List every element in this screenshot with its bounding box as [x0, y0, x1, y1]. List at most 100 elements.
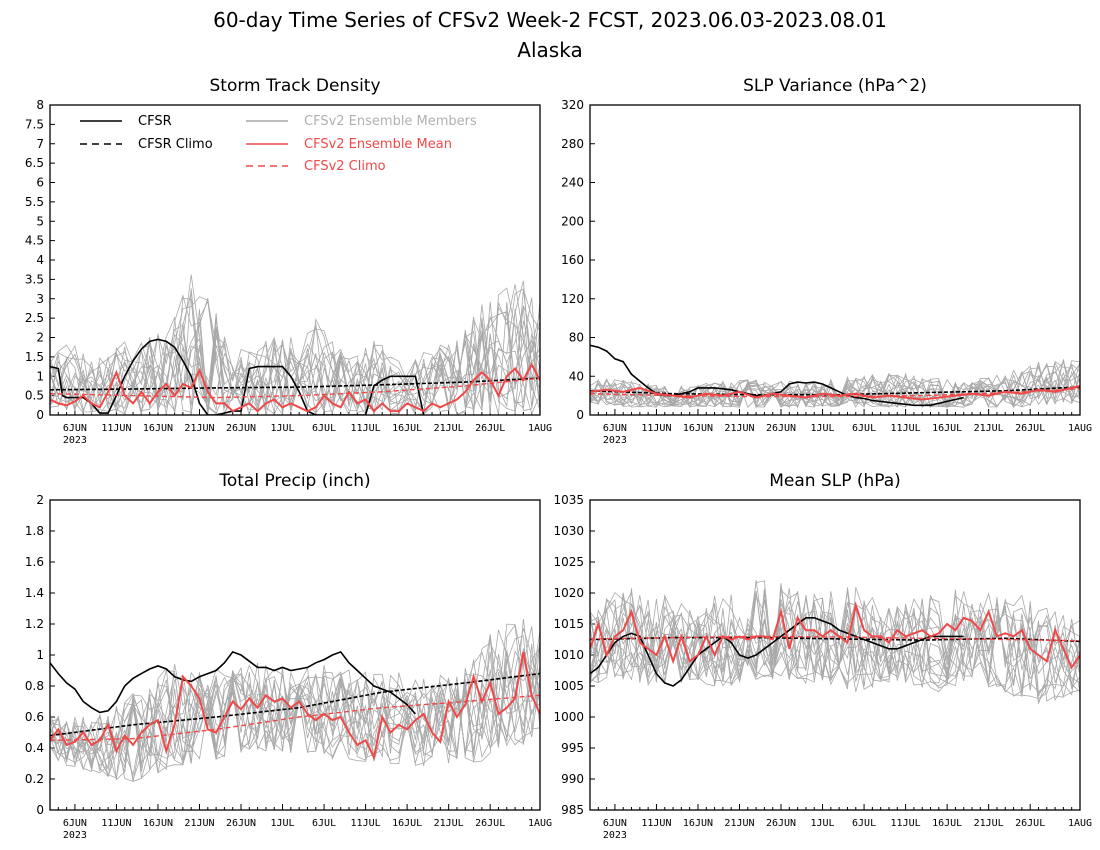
y-tick-label: 7	[36, 137, 44, 151]
y-tick-label: 2	[36, 331, 44, 345]
chart-panel-1: Storm Track Density 0 0.5 1 1.5 2 2.5 3 3.5 4 4.5 5…	[25, 76, 552, 446]
ensemble-member-line	[590, 591, 1080, 694]
x-tick-label: 21JUL	[434, 423, 464, 434]
y-tick-label: 1010	[553, 648, 584, 662]
y-tick-label: 6	[36, 176, 44, 190]
ensemble-member-line	[590, 588, 1080, 684]
x-tick-label: 16JUN	[143, 818, 173, 829]
ensemble-member-line	[590, 360, 1080, 408]
chart-panel-3: Total Precip (inch) 0 0.2 0.4 0.6 0.8 1 1.2 1.4 1…	[25, 471, 552, 841]
cfsr-line	[590, 344, 964, 407]
x-tick-label: 16JUL	[392, 818, 422, 829]
panel-title: Storm Track Density	[209, 76, 380, 96]
legend-cfsr-label: CFSR	[138, 114, 172, 129]
ensemble-member-line	[590, 580, 1080, 704]
plot-area	[50, 274, 540, 415]
x-tick-label: 11JUN	[101, 818, 131, 829]
x-year-label: 2023	[603, 830, 627, 841]
y-tick-label: 1020	[553, 586, 584, 600]
y-tick-label: 40	[569, 369, 584, 383]
y-tick-label: 1030	[553, 524, 584, 538]
plot-frame	[49, 499, 541, 811]
plot-area	[590, 579, 1080, 704]
chart-panel-2: SLP Variance (hPa^2) 0 40 80 120 160 200 240 280…	[561, 76, 1092, 446]
y-tick-label: 5.5	[25, 195, 44, 209]
x-tick-label: 26JUL	[1015, 423, 1045, 434]
x-tick-label: 11JUL	[891, 818, 921, 829]
x-tick-label: 21JUN	[184, 818, 214, 829]
x-tick-label: 16JUL	[932, 423, 962, 434]
legend-members-label: CFSv2 Ensemble Members	[304, 114, 477, 129]
ensemble-member-line	[50, 317, 540, 415]
y-tick-label: 0.5	[25, 389, 44, 403]
x-tick-label: 26JUL	[475, 818, 505, 829]
figure-subtitle: Alaska	[517, 38, 582, 62]
y-tick-label: 3	[36, 292, 44, 306]
x-tick-label: 11JUL	[351, 818, 381, 829]
x-tick-label: 26JUL	[475, 423, 505, 434]
y-tick-label: 80	[569, 331, 584, 345]
y-tick-label: 320	[561, 98, 584, 112]
x-tick-label: 26JUN	[226, 818, 256, 829]
x-tick-label: 26JUN	[766, 818, 796, 829]
y-tick-label: 990	[561, 772, 584, 786]
y-tick-label: 6.5	[25, 156, 44, 170]
y-tick-label: 1.4	[25, 586, 44, 600]
y-tick-label: 0.8	[25, 679, 44, 693]
cfsv2-climo-line	[590, 635, 1080, 642]
y-tick-label: 1.6	[25, 555, 44, 569]
cfsv2-climo-line	[50, 694, 540, 741]
cfsv2-climo-line	[590, 388, 1080, 398]
cfsv2-climo-line	[50, 377, 540, 399]
chart-panel-4: Mean SLP (hPa) 985 990 995 1000 1005 1010 1015 1…	[553, 471, 1092, 841]
x-tick-label: 1JUL	[810, 423, 834, 434]
legend-cfsr-climo-label: CFSR Climo	[138, 137, 213, 152]
legend-cfsv2-climo-label: CFSv2 Climo	[304, 159, 386, 174]
x-tick-label: 21JUL	[974, 818, 1004, 829]
x-tick-label: 11JUL	[351, 423, 381, 434]
cfsr-line	[50, 650, 416, 715]
ensemble-member-line	[590, 590, 1080, 682]
y-tick-label: 1	[36, 648, 44, 662]
x-tick-label: 1AUG	[528, 818, 552, 829]
x-tick-label: 6JUN	[603, 818, 627, 829]
plot-area	[50, 618, 540, 783]
y-tick-label: 0	[36, 803, 44, 817]
cfsr-line	[590, 616, 964, 687]
x-tick-label: 16JUL	[392, 423, 422, 434]
y-tick-label: 120	[561, 292, 584, 306]
x-tick-label: 1AUG	[1068, 423, 1092, 434]
y-tick-label: 1.8	[25, 524, 44, 538]
y-tick-label: 7.5	[25, 117, 44, 131]
x-tick-label: 26JUN	[766, 423, 796, 434]
ensemble-member-line	[50, 280, 540, 415]
figure-title: 60-day Time Series of CFSv2 Week-2 FCST,…	[213, 8, 887, 32]
y-tick-label: 240	[561, 176, 584, 190]
panel-title: Total Precip (inch)	[218, 471, 370, 491]
plot-frame	[49, 104, 541, 416]
ensemble-mean-line	[590, 601, 1080, 670]
x-tick-label: 26JUL	[1015, 818, 1045, 829]
x-tick-label: 11JUN	[641, 818, 671, 829]
legend: CFSR CFSR Climo CFSv2 Ensemble Members CFSv…	[80, 114, 477, 174]
x-tick-label: 21JUN	[724, 818, 754, 829]
x-tick-label: 1JUL	[270, 818, 294, 829]
x-tick-label: 6JUL	[312, 818, 336, 829]
x-tick-label: 6JUN	[603, 423, 627, 434]
ensemble-member-line	[50, 643, 540, 772]
y-tick-label: 0	[576, 408, 584, 422]
ensemble-member-line	[590, 592, 1080, 693]
ensemble-member-line	[590, 361, 1080, 409]
y-tick-label: 280	[561, 137, 584, 151]
ensemble-member-line	[590, 592, 1080, 693]
legend-mean-label: CFSv2 Ensemble Mean	[304, 137, 452, 152]
y-tick-label: 200	[561, 214, 584, 228]
y-tick-label: 1025	[553, 555, 584, 569]
y-tick-label: 3.5	[25, 272, 44, 286]
plot-area	[590, 344, 1080, 409]
x-tick-label: 6JUN	[63, 423, 87, 434]
x-tick-label: 21JUL	[974, 423, 1004, 434]
y-tick-label: 1.5	[25, 350, 44, 364]
y-tick-label: 1.2	[25, 617, 44, 631]
x-tick-label: 21JUN	[184, 423, 214, 434]
